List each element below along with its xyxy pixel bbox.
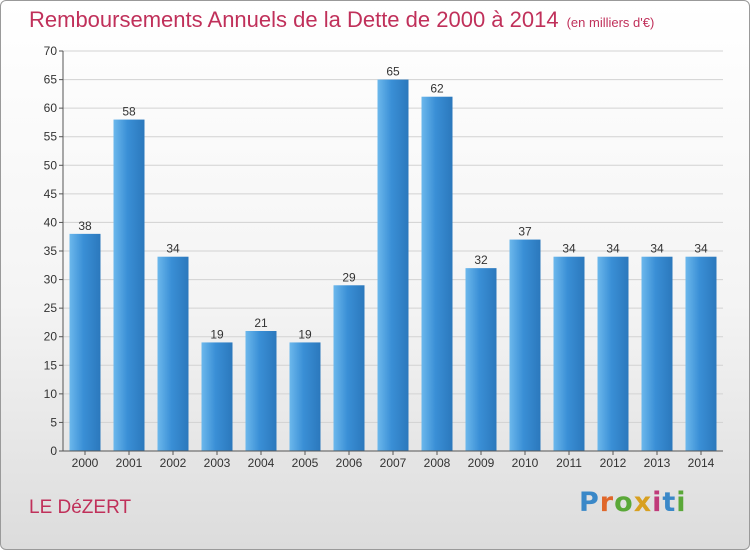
data-label: 34	[694, 242, 708, 256]
bar	[641, 256, 673, 451]
logo-letter: x	[633, 487, 653, 518]
bar	[201, 342, 233, 451]
x-tick-label: 2007	[380, 456, 407, 470]
bar	[597, 256, 629, 451]
y-tick-label: 25	[44, 301, 58, 315]
logo-letter: o	[614, 487, 634, 518]
data-label: 65	[386, 65, 400, 79]
x-tick-label: 2010	[512, 456, 539, 470]
chart-title: Remboursements Annuels de la Dette de 20…	[29, 7, 654, 33]
proxiti-logo: Proxiti	[579, 487, 687, 518]
value-labels: 38 58 34 19 21 19 29 65 62 32 37 34 34 34 34	[78, 65, 708, 342]
logo-letter: i	[676, 487, 687, 518]
x-tick-label: 2014	[688, 456, 715, 470]
x-tick-label: 2013	[644, 456, 671, 470]
y-tick-label: 20	[44, 330, 58, 344]
place-name: LE DéZERT	[29, 497, 132, 518]
bar	[685, 256, 717, 451]
data-label: 19	[298, 327, 312, 341]
y-tick-label: 5	[50, 415, 57, 429]
bar	[509, 239, 541, 451]
x-tick-label: 2005	[292, 456, 319, 470]
x-tick-label: 2003	[204, 456, 231, 470]
bar	[113, 119, 145, 452]
bar	[377, 79, 409, 452]
chart-subtitle: (en milliers d'€)	[566, 15, 655, 30]
logo-letter: i	[652, 487, 663, 518]
x-tick-label: 2002	[160, 456, 187, 470]
axes: 0 5 10 15 20 25 30 35 40 45 50 55 60 65 70 2000 2001 2002…	[44, 44, 723, 470]
data-label: 34	[166, 242, 180, 256]
y-tick-label: 50	[44, 158, 58, 172]
y-tick-label: 60	[44, 101, 58, 115]
logo-letter: r	[599, 487, 615, 518]
y-tick-label: 15	[44, 358, 58, 372]
x-tick-label: 2000	[72, 456, 99, 470]
logo-letter: P	[579, 487, 600, 518]
x-tick-label: 2004	[248, 456, 275, 470]
y-tick-label: 0	[50, 444, 57, 458]
data-label: 29	[342, 270, 356, 284]
data-label: 34	[650, 242, 664, 256]
bar	[465, 268, 497, 451]
bar	[157, 256, 189, 451]
x-tick-label: 2011	[556, 456, 582, 470]
data-label: 37	[518, 225, 532, 239]
data-label: 34	[562, 242, 576, 256]
y-tick-label: 40	[44, 215, 58, 229]
bar	[69, 233, 101, 451]
x-tick-label: 2009	[468, 456, 495, 470]
bar	[289, 342, 321, 451]
title-text: Remboursements Annuels de la Dette de 20…	[29, 7, 559, 32]
data-label: 34	[606, 242, 620, 256]
y-tick-label: 35	[44, 244, 58, 258]
data-label: 21	[254, 316, 268, 330]
x-tick-label: 2008	[424, 456, 451, 470]
y-tick-label: 55	[44, 130, 58, 144]
logo-letter: t	[662, 487, 677, 518]
bar	[333, 285, 365, 451]
bar	[421, 96, 453, 451]
data-label: 62	[430, 82, 444, 96]
bars	[69, 79, 717, 452]
data-label: 32	[474, 253, 488, 267]
y-tick-label: 65	[44, 73, 58, 87]
y-tick-label: 70	[44, 44, 58, 58]
bar	[245, 331, 277, 451]
y-tick-label: 45	[44, 187, 58, 201]
data-label: 19	[210, 327, 224, 341]
data-label: 38	[78, 219, 92, 233]
data-label: 58	[122, 105, 136, 119]
bar	[553, 256, 585, 451]
y-tick-label: 10	[44, 387, 58, 401]
x-tick-label: 2012	[600, 456, 627, 470]
x-tick-label: 2006	[336, 456, 363, 470]
y-tick-label: 30	[44, 273, 58, 287]
x-tick-label: 2001	[116, 456, 143, 470]
